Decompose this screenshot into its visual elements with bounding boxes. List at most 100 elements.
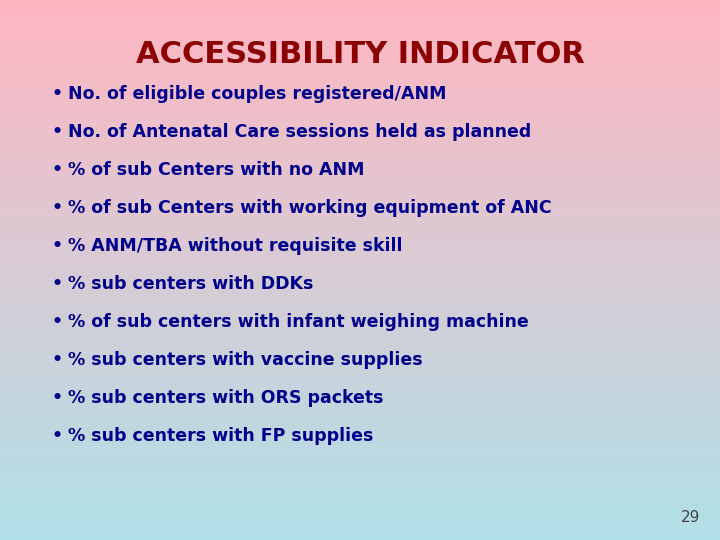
Bar <box>0 482 720 484</box>
Bar <box>0 501 720 502</box>
Bar <box>0 466 720 468</box>
Bar <box>0 464 720 466</box>
Bar <box>0 39 720 42</box>
Text: % of sub Centers with no ANM: % of sub Centers with no ANM <box>68 161 364 179</box>
Bar <box>0 286 720 288</box>
Bar <box>0 434 720 436</box>
Bar <box>0 204 720 205</box>
Bar <box>0 509 720 511</box>
Bar <box>0 2 720 4</box>
Bar <box>0 207 720 209</box>
Bar <box>0 450 720 452</box>
Bar <box>0 99 720 101</box>
Bar <box>0 38 720 39</box>
Bar <box>0 234 720 236</box>
Bar <box>0 274 720 275</box>
Bar <box>0 218 720 220</box>
Bar <box>0 139 720 140</box>
Bar <box>0 117 720 119</box>
Bar <box>0 153 720 155</box>
Text: •: • <box>52 313 63 331</box>
Bar <box>0 290 720 292</box>
Bar <box>0 220 720 221</box>
Bar <box>0 362 720 363</box>
Text: No. of Antenatal Care sessions held as planned: No. of Antenatal Care sessions held as p… <box>68 123 531 141</box>
Bar <box>0 504 720 506</box>
Text: % sub centers with FP supplies: % sub centers with FP supplies <box>68 427 374 445</box>
Bar <box>0 120 720 123</box>
Text: % sub centers with ORS packets: % sub centers with ORS packets <box>68 389 384 407</box>
Bar <box>0 34 720 36</box>
Bar <box>0 333 720 335</box>
Bar <box>0 491 720 493</box>
Bar <box>0 444 720 447</box>
Bar <box>0 221 720 223</box>
Bar <box>0 383 720 385</box>
Bar <box>0 63 720 65</box>
Bar <box>0 412 720 414</box>
Bar <box>0 393 720 394</box>
Bar <box>0 142 720 144</box>
Bar <box>0 70 720 72</box>
Bar <box>0 25 720 27</box>
Bar <box>0 389 720 390</box>
Bar <box>0 495 720 497</box>
Bar <box>0 272 720 274</box>
Bar <box>0 43 720 45</box>
Bar <box>0 191 720 193</box>
Bar <box>0 225 720 227</box>
Bar <box>0 0 720 2</box>
Bar <box>0 336 720 339</box>
Bar <box>0 93 720 96</box>
Bar <box>0 177 720 178</box>
Bar <box>0 461 720 463</box>
Bar <box>0 131 720 133</box>
Bar <box>0 243 720 245</box>
Bar <box>0 140 720 142</box>
Bar <box>0 166 720 167</box>
Bar <box>0 52 720 54</box>
Bar <box>0 292 720 293</box>
Bar <box>0 162 720 164</box>
Bar <box>0 535 720 536</box>
Bar <box>0 223 720 225</box>
Bar <box>0 441 720 443</box>
Bar <box>0 124 720 126</box>
Bar <box>0 517 720 518</box>
Bar <box>0 7 720 9</box>
Bar <box>0 279 720 281</box>
Bar <box>0 457 720 459</box>
Bar <box>0 88 720 90</box>
Text: No. of eligible couples registered/ANM: No. of eligible couples registered/ANM <box>68 85 446 103</box>
Bar <box>0 241 720 243</box>
Bar <box>0 474 720 475</box>
Bar <box>0 27 720 29</box>
Bar <box>0 92 720 93</box>
Bar <box>0 416 720 417</box>
Bar <box>0 147 720 150</box>
Bar <box>0 427 720 428</box>
Bar <box>0 342 720 344</box>
Bar <box>0 113 720 115</box>
Bar <box>0 86 720 88</box>
Bar <box>0 390 720 393</box>
Bar <box>0 437 720 439</box>
Bar <box>0 97 720 99</box>
Bar <box>0 187 720 189</box>
Bar <box>0 463 720 464</box>
Bar <box>0 123 720 124</box>
Bar <box>0 470 720 471</box>
Bar <box>0 538 720 540</box>
Bar <box>0 9 720 11</box>
Bar <box>0 479 720 481</box>
Bar <box>0 144 720 146</box>
Bar <box>0 174 720 177</box>
Bar <box>0 331 720 333</box>
Bar <box>0 146 720 147</box>
Bar <box>0 508 720 509</box>
Bar <box>0 308 720 309</box>
Bar <box>0 304 720 306</box>
Bar <box>0 101 720 103</box>
Bar <box>0 31 720 32</box>
Bar <box>0 155 720 157</box>
